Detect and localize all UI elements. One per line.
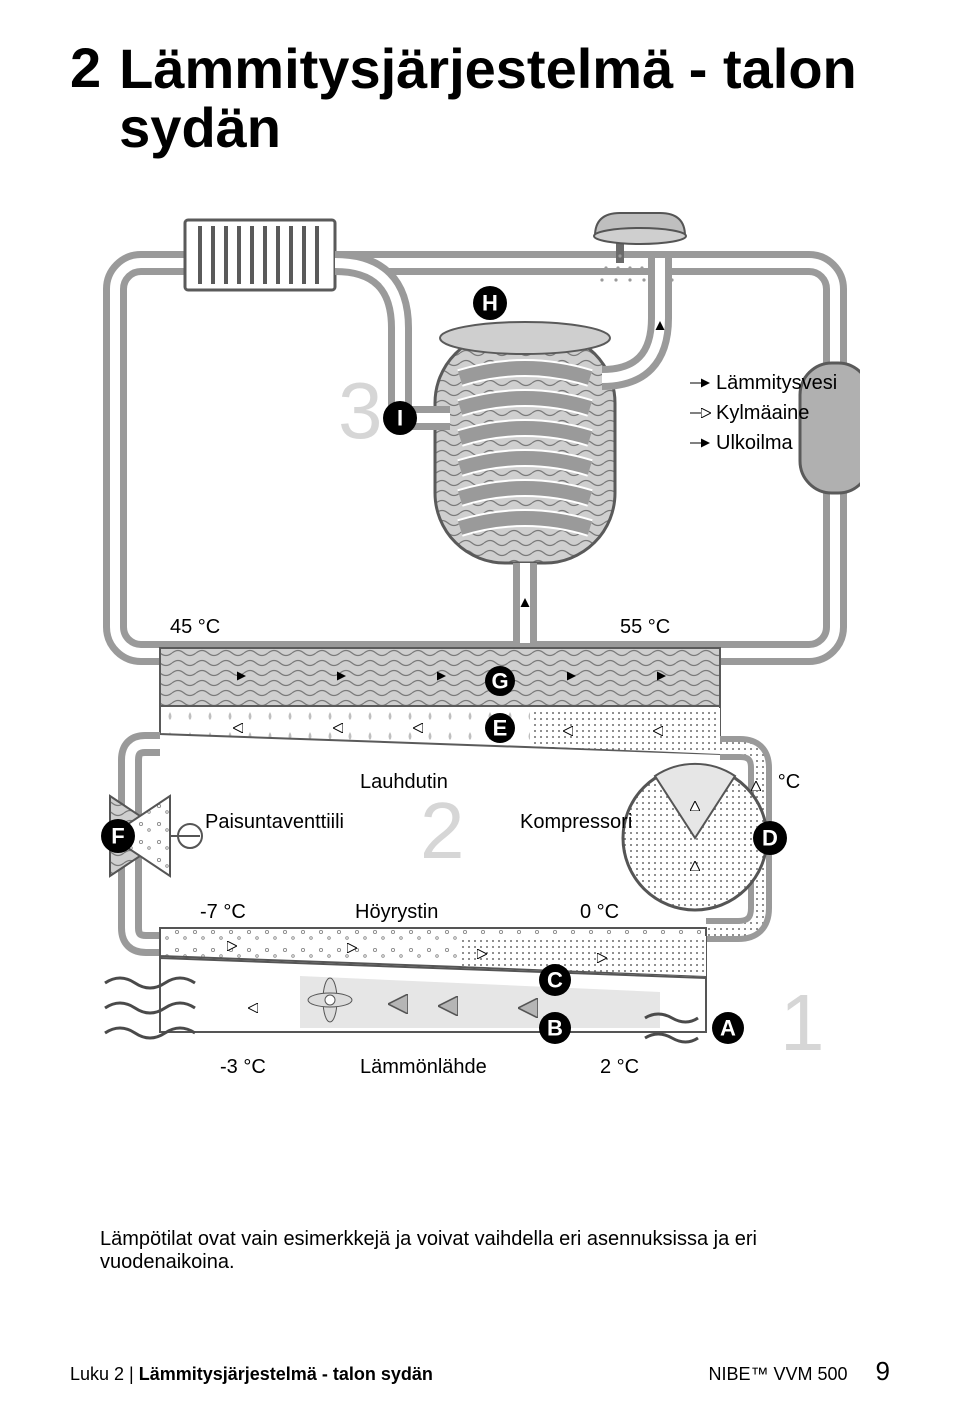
footer-brand: NIBE™ VVM 500 <box>708 1364 847 1385</box>
footer-page-number: 9 <box>876 1356 890 1387</box>
expansion-valve: F <box>101 796 202 876</box>
chapter-title-line1: Lämmitysjärjestelmä - talon <box>119 40 857 99</box>
cycle-1: 1 <box>780 978 825 1067</box>
heatsource-label: Lämmönlähde <box>360 1056 487 1078</box>
cycle-3: 3 <box>338 366 383 455</box>
temp-evap-in: -7 °C <box>200 901 246 923</box>
marker-a: A <box>720 1015 736 1040</box>
temp-air-out: -3 °C <box>220 1056 266 1078</box>
temp-evap-out: 0 °C <box>580 901 619 923</box>
marker-f: F <box>111 823 124 848</box>
legend-outdoor-air: Ulkoilma <box>716 432 794 454</box>
diagram-caption: Lämpötilat ovat vain esimerkkejä ja voiv… <box>100 1228 890 1274</box>
evaporator-label: Höyrystin <box>355 901 438 923</box>
marker-g: G <box>491 668 508 693</box>
marker-d: D <box>762 825 778 850</box>
marker-c: C <box>547 967 563 992</box>
marker-i: I <box>397 405 403 430</box>
page-footer: Luku 2 | Lämmitysjärjestelmä - talon syd… <box>70 1356 890 1387</box>
radiator-icon <box>185 220 335 290</box>
marker-e: E <box>493 715 508 740</box>
footer-left-prefix: Luku 2 | <box>70 1364 139 1384</box>
legend-refrigerant: Kylmäaine <box>716 402 809 424</box>
heating-system-diagram: H I 3 Lämmitysvesi Kylmäaine Ulkoilma 45… <box>100 188 860 1108</box>
hot-water-tank <box>400 258 660 643</box>
evaporator <box>160 928 706 1032</box>
legend-heating-water: Lämmitysvesi <box>716 372 837 394</box>
marker-b: B <box>547 1015 563 1040</box>
compressor-label: Kompressori <box>520 811 632 833</box>
condenser: G E <box>160 648 720 754</box>
chapter-number: 2 <box>70 40 101 96</box>
expansion-label: Paisuntaventtiili <box>205 811 344 833</box>
temp-air-in: 2 °C <box>600 1056 639 1078</box>
cycle-2: 2 <box>420 786 465 875</box>
chapter-heading: 2 Lämmitysjärjestelmä - talon sydän <box>70 40 890 158</box>
marker-h: H <box>482 290 498 315</box>
temp-flow-out: 45 °C <box>170 616 220 638</box>
footer-left-title: Lämmitysjärjestelmä - talon sydän <box>139 1364 433 1384</box>
temp-flow-in: 55 °C <box>620 616 670 638</box>
chapter-title-line2: sydän <box>119 99 857 158</box>
